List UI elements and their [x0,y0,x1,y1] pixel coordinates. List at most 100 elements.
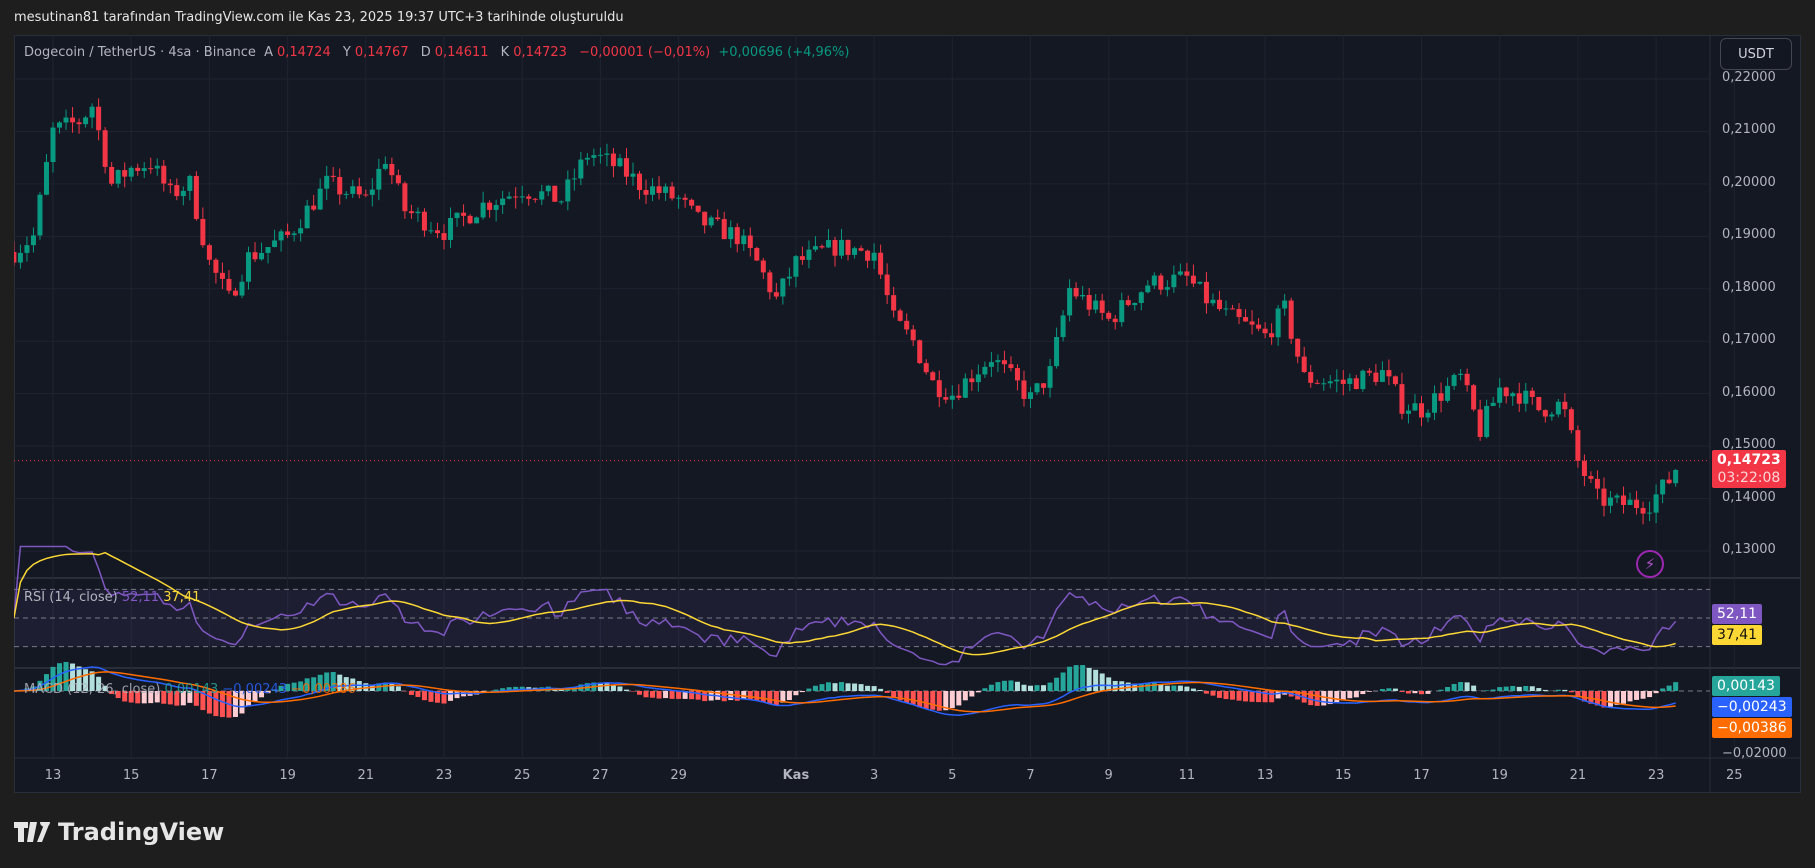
candle-down [1581,460,1587,477]
current-price: 0,14723 [1717,452,1781,468]
time-axis-label: Kas [782,768,810,783]
rsi-legend[interactable]: RSI (14, close) 52,11 37,41 [24,590,200,605]
candle-down [715,217,721,220]
candle-down [421,211,427,231]
candle-down [1438,393,1444,401]
high-value: Y 0,14767 [343,45,413,60]
candle-down [206,245,212,260]
chart-canvas[interactable] [14,35,1801,793]
open-number: 0,14724 [276,45,331,60]
macd-histogram-bar [1334,691,1340,703]
candle-down [1529,390,1535,397]
candle-down [441,233,447,240]
candle-up [350,186,356,194]
time-axis-label: 19 [1491,768,1508,783]
candle-up [1119,300,1125,323]
candle-down [148,168,154,170]
candle-up [43,162,49,195]
candle-down [226,278,232,291]
candle-down [923,363,929,373]
macd-histogram-bar [1366,691,1372,692]
macd-histogram-bar [904,691,910,703]
candle-up [1647,512,1653,514]
snapshot-caption: mesutinan81 tarafından TradingView.com i… [14,10,624,25]
candle-up [376,168,382,190]
candle-down [1562,401,1568,410]
macd-histogram-bar [161,691,167,704]
macd-histogram-bar [1275,691,1281,699]
macd-histogram-bar [1523,685,1529,691]
candle-down [285,231,291,235]
candle-up [324,175,330,189]
macd-histogram-bar [1223,691,1229,700]
macd-histogram-bar [122,691,128,702]
time-axis-label: 23 [1647,768,1665,783]
time-axis-label: 21 [357,768,375,783]
macd-histogram-bar [337,674,343,691]
macd-histogram-bar [115,691,121,699]
candle-up [708,217,714,226]
symbol-name[interactable]: Dogecoin / TetherUS · 4sa · Binance [24,45,256,60]
candle-down [1399,384,1405,414]
macd-histogram-bar [1490,689,1496,691]
price-axis-label: 0,17000 [1722,332,1776,348]
candle-down [1353,378,1359,390]
candle-down [799,256,805,260]
macd-histogram-bar [395,686,401,691]
candle-down [1640,508,1646,514]
macd-histogram-bar [643,691,649,698]
candle-down [1236,309,1242,318]
lightning-icon[interactable]: ⚡ [1636,550,1664,578]
candle-down [819,246,825,248]
macd-histogram-bar [871,686,877,691]
candle-up [1327,381,1333,384]
candle-down [884,274,890,296]
macd-histogram-bar [669,691,675,699]
macd-histogram-bar [747,691,753,700]
macd-histogram-bar [1080,665,1086,691]
candle-up [852,248,858,255]
macd-histogram-bar [298,681,304,691]
candle-up [278,231,284,241]
tradingview-logo[interactable]: TradingView [14,818,224,846]
candle-down [1634,499,1640,509]
candle-up [1653,494,1659,513]
candle-up [1210,299,1216,304]
macd-histogram-bar [689,691,695,700]
candle-down [689,199,695,206]
macd-histogram-bar [167,691,173,705]
macd-histogram-bar [1458,682,1464,691]
macd-histogram-bar [1347,691,1353,699]
macd-histogram-bar [1425,691,1431,694]
candle-down [1106,312,1112,319]
candle-down [526,196,532,199]
macd-histogram-bar [1047,682,1053,691]
macd-signal-line [14,671,1676,713]
macd-histogram-bar [943,691,949,711]
macd-histogram-bar [1503,686,1509,691]
time-axis-label: 5 [948,768,957,783]
candle-down [167,183,173,186]
macd-histogram-bar [421,691,427,701]
macd-histogram-bar [83,669,89,691]
candle-up [17,252,23,263]
macd-histogram-bar [1588,691,1594,704]
macd-histogram-bar [1067,666,1073,691]
macd-legend[interactable]: MACD (12, 26, close) 0,00143 −0,00243 −0… [24,682,356,697]
candle-down [1158,275,1164,290]
macd-histogram-bar [1314,691,1320,706]
macd-histogram-bar [1647,691,1653,698]
candle-down [1601,488,1607,506]
rsi-value-tag: 52,11 [1712,604,1763,624]
candle-up [57,122,63,128]
macd-histogram-bar [1673,682,1679,691]
candle-up [806,249,812,260]
candle-down [956,395,962,398]
macd-histogram-bar [506,687,512,691]
candle-down [695,205,701,212]
candle-up [369,189,375,195]
currency-button[interactable]: USDT [1720,38,1792,70]
candle-down [637,173,642,191]
macd-histogram-bar [180,691,186,706]
candle-down [1386,370,1392,377]
